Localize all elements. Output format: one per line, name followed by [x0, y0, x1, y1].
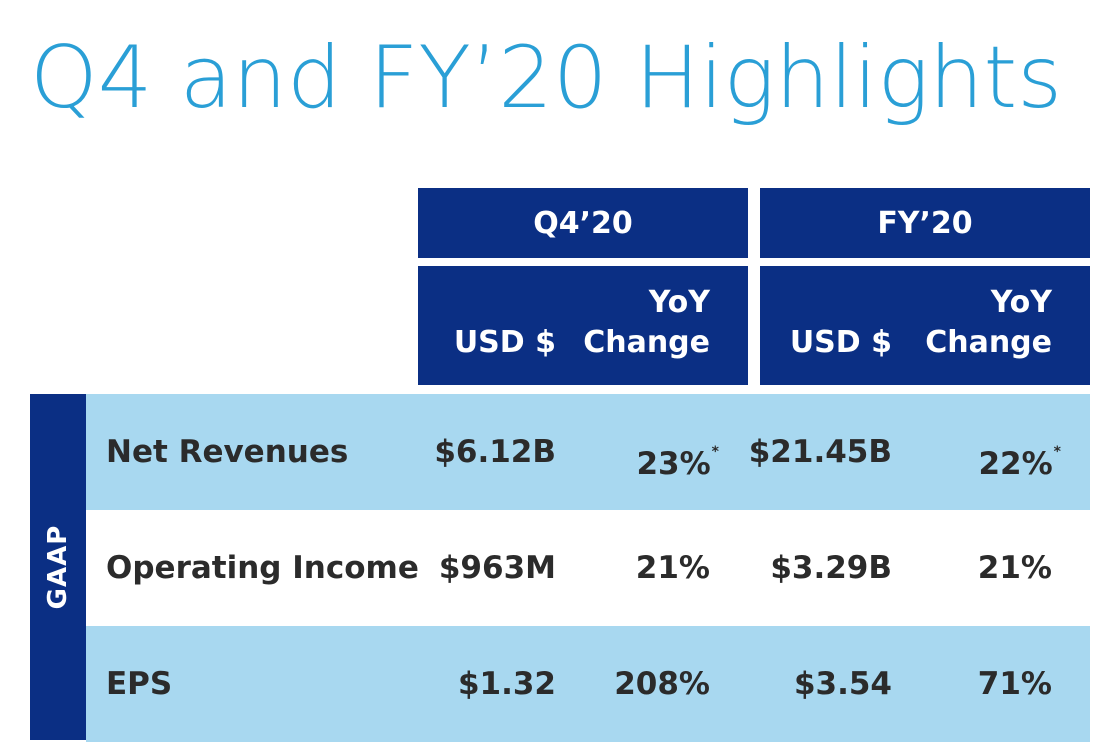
- header-fy: FY’20: [760, 188, 1090, 258]
- row-label: EPS: [106, 666, 173, 702]
- table-row: Operating Income $963M 21% $3.29B 21%: [86, 510, 1090, 626]
- row-label: Net Revenues: [106, 434, 349, 470]
- fy-usd-value: $21.45B: [748, 434, 892, 470]
- subheader-fy-usd-label: USD $: [789, 325, 892, 360]
- page-title: Q4 and FY’20 Highlights: [30, 28, 1063, 128]
- subheader-q4-usd: USD $: [454, 323, 556, 363]
- gaap-section-label: GAAP: [30, 394, 86, 740]
- row-label: Operating Income: [106, 550, 419, 586]
- table-row: EPS $1.32 208% $3.54 71%: [86, 626, 1090, 742]
- header-fy-label: FY’20: [877, 205, 973, 241]
- fy-yoy-value: 22%*: [978, 394, 1061, 510]
- subheader-fy-yoy: YoY Change: [925, 283, 1052, 363]
- table-row: Net Revenues $6.12B 23%* $21.45B 22%*: [86, 394, 1090, 510]
- footnote-asterisk: *: [1053, 444, 1061, 460]
- q4-usd-value: $963M: [438, 550, 556, 586]
- q4-yoy-value: 208%: [614, 666, 710, 702]
- fy-usd-value: $3.29B: [770, 550, 892, 586]
- subheader-q4-yoy: YoY Change: [583, 283, 710, 363]
- fy-yoy-value: 71%: [977, 666, 1052, 702]
- subheader-fy-yoy-line2: Change: [925, 325, 1052, 360]
- footnote-asterisk: *: [711, 444, 719, 460]
- gaap-label-text: GAAP: [43, 524, 73, 610]
- subheader-q4: USD $ YoY Change: [418, 266, 748, 385]
- subheader-fy-yoy-line1: YoY: [990, 285, 1052, 320]
- header-q4: Q4’20: [418, 188, 748, 258]
- subheader-fy-usd: USD $: [790, 323, 892, 363]
- q4-yoy-value: 21%: [635, 550, 710, 586]
- q4-yoy-number: 23%: [636, 446, 711, 482]
- subheader-q4-yoy-line2: Change: [583, 325, 710, 360]
- header-q4-label: Q4’20: [533, 205, 633, 241]
- fy-yoy-number: 22%: [978, 446, 1053, 482]
- subheader-q4-yoy-line1: YoY: [648, 285, 710, 320]
- subheader-fy: USD $ YoY Change: [760, 266, 1090, 385]
- fy-usd-value: $3.54: [793, 666, 892, 702]
- q4-usd-value: $1.32: [457, 666, 556, 702]
- subheader-q4-usd-label: USD $: [453, 325, 556, 360]
- q4-usd-value: $6.12B: [434, 434, 556, 470]
- q4-yoy-value: 23%*: [636, 394, 719, 510]
- fy-yoy-value: 21%: [977, 550, 1052, 586]
